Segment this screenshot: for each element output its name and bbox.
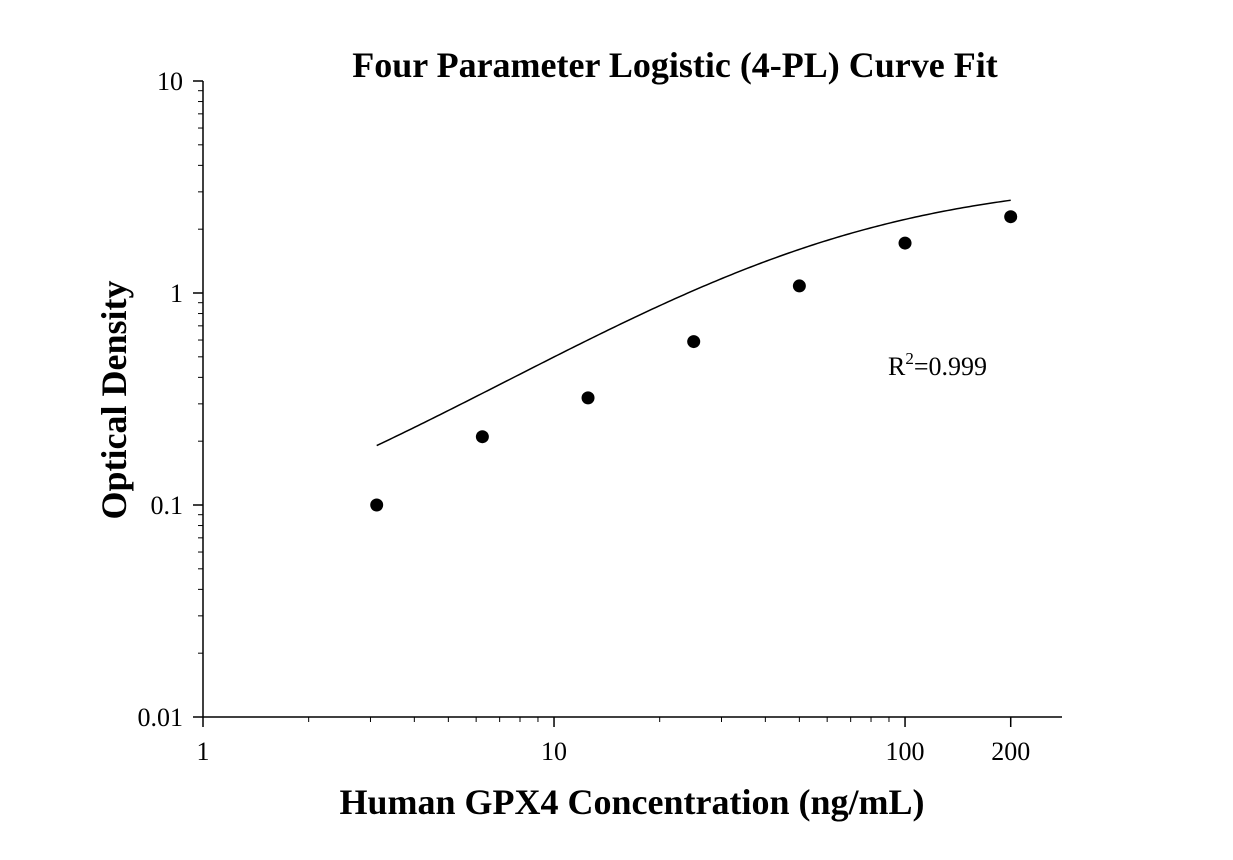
r-squared-value: =0.999 <box>914 352 987 381</box>
fit-curve-line <box>376 199 1011 447</box>
y-tick-label: 0.01 <box>138 703 184 732</box>
x-tick-label: 10 <box>541 737 567 766</box>
r-squared-superscript: 2 <box>905 349 914 368</box>
r-squared-annotation: R2=0.999 <box>888 349 987 381</box>
x-tick-label: 1 <box>197 737 210 766</box>
data-point <box>581 391 595 405</box>
r-squared-base: R <box>888 352 906 381</box>
x-tick-label: 100 <box>886 737 925 766</box>
fit-curve-layer <box>376 199 1011 447</box>
chart-title: Four Parameter Logistic (4-PL) Curve Fit <box>352 45 998 85</box>
y-tick-label: 1 <box>170 279 183 308</box>
axes <box>202 81 1062 718</box>
x-tick-label: 200 <box>991 737 1030 766</box>
data-point <box>475 430 489 444</box>
data-points <box>370 210 1018 512</box>
data-point <box>687 335 701 349</box>
y-axis-ticks: 10 1 0.1 0.01 <box>138 67 203 732</box>
y-tick-label: 0.1 <box>151 491 184 520</box>
x-axis-label: Human GPX4 Concentration (ng/mL) <box>340 782 925 822</box>
data-point <box>1004 210 1018 224</box>
x-axis-ticks: 1 10 100 200 <box>197 717 1030 766</box>
data-point <box>792 279 806 293</box>
y-tick-label: 10 <box>157 67 183 96</box>
data-point <box>898 236 912 250</box>
y-axis-label: Optical Density <box>94 281 134 520</box>
data-point <box>370 498 384 512</box>
